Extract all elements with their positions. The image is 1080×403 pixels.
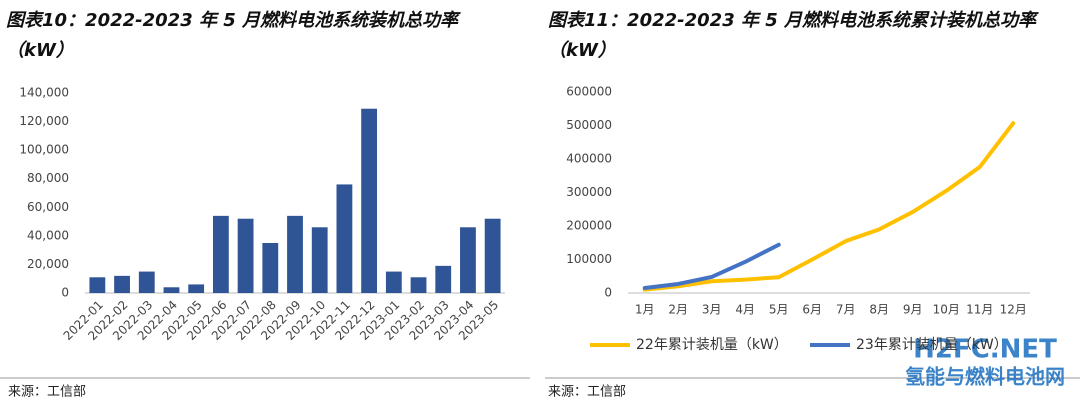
y-tick-label: 20,000	[27, 257, 69, 271]
chart-title: 图表10：2022-2023 年 5 月燃料电池系统装机总功率（kW）	[6, 10, 459, 61]
y-tick-label: 80,000	[27, 171, 69, 185]
bar	[287, 215, 303, 293]
y-tick-label: 0	[61, 286, 69, 300]
bar	[138, 271, 155, 293]
y-tick-label: 200000	[566, 219, 612, 233]
x-tick-label: 9月	[903, 303, 923, 317]
chart-title: 图表11：2022-2023 年 5 月燃料电池系统累计装机总功率（kW）	[548, 10, 1037, 61]
bar	[311, 227, 328, 293]
bar	[361, 108, 378, 293]
bar	[89, 277, 106, 293]
legend-label: 23年累计装机量（kW）	[856, 337, 1008, 353]
bar	[385, 271, 402, 293]
series-line	[642, 242, 781, 290]
y-tick-label: 40,000	[27, 228, 69, 242]
y-tick-label: 120,000	[19, 114, 69, 128]
bar	[410, 277, 427, 293]
x-tick-label: 6月	[802, 303, 822, 317]
x-tick-label: 7月	[836, 303, 856, 317]
legend-label: 22年累计装机量（kW）	[636, 337, 788, 353]
x-tick-label: 2月	[668, 303, 688, 317]
bar	[237, 218, 254, 293]
y-tick-label: 400000	[566, 152, 612, 166]
source: 来源：工信部	[8, 385, 86, 400]
y-tick-label: 100000	[566, 252, 612, 266]
x-tick-label: 3月	[702, 303, 722, 317]
bar	[460, 227, 476, 293]
x-tick-label: 11月	[966, 303, 993, 317]
y-tick-label: 600000	[566, 85, 612, 99]
x-tick-label: 5月	[769, 303, 789, 317]
y-tick-label: 300000	[566, 185, 612, 199]
y-tick-label: 140,000	[19, 86, 69, 100]
series-line	[642, 121, 1016, 292]
bar	[212, 215, 229, 293]
bar	[435, 265, 452, 293]
y-tick-label: 0	[604, 286, 612, 300]
watermark-logo: H2FC.NET	[913, 335, 1057, 365]
watermark-text: 氢能与燃料电池网	[905, 365, 1065, 389]
bar	[188, 284, 205, 293]
x-tick-label: 8月	[869, 303, 889, 317]
bar	[163, 287, 180, 293]
y-tick-label: 100,000	[19, 143, 69, 157]
y-tick-label: 500000	[566, 118, 612, 132]
bar	[336, 184, 353, 293]
bar	[262, 243, 279, 293]
y-tick-label: 60,000	[27, 200, 69, 214]
bar	[114, 275, 130, 293]
source: 来源：工信部	[548, 385, 626, 400]
x-tick-label: 1月	[635, 303, 655, 317]
bar	[484, 218, 501, 293]
x-tick-label: 12月	[1000, 303, 1027, 317]
x-tick-label: 10月	[933, 303, 960, 317]
x-tick-label: 4月	[735, 303, 755, 317]
